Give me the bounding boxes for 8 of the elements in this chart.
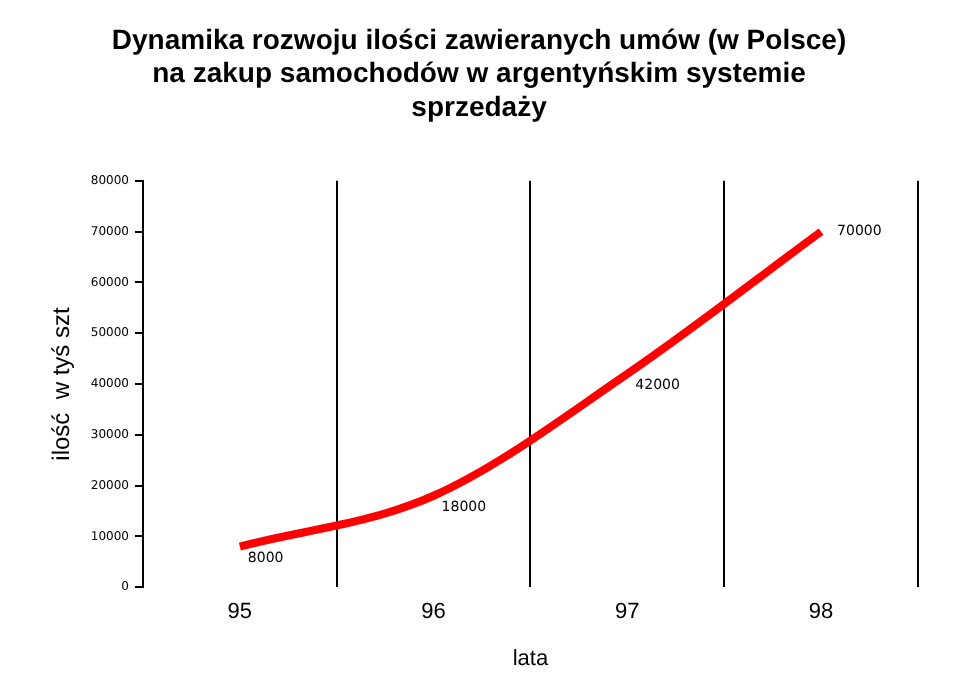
x-tick-label: 96 xyxy=(421,600,446,625)
x-tick-label: 98 xyxy=(808,600,834,625)
x-tick-label: 97 xyxy=(615,600,640,625)
line-series xyxy=(235,227,826,551)
chart-title: Dynamika rozwoju ilości zawieranych umów (w Polsce) na zakup samochodów w argentyńskim systemie sprzedaży xyxy=(111,22,847,122)
y-axis-title: ilość w tyś szt xyxy=(47,306,76,461)
x-axis-title: lata xyxy=(512,646,550,671)
x-tick-label: 95 xyxy=(227,600,253,625)
